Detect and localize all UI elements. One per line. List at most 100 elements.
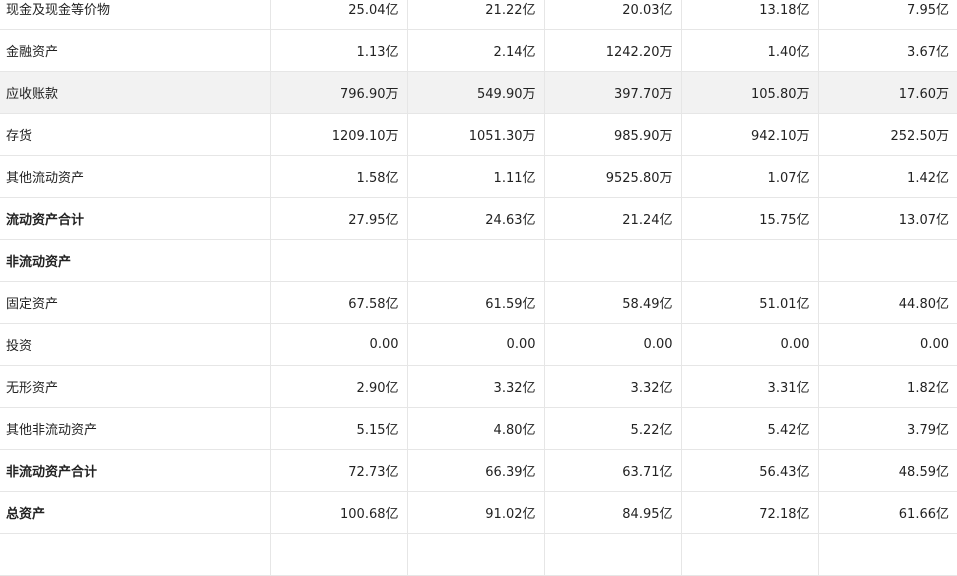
value-cell: 1.40亿 [680,29,818,72]
value-cell: 17.60万 [817,71,957,114]
value-cell: 27.95亿 [269,197,407,240]
value-cell: 1.11亿 [406,155,544,198]
value-cell: 21.22亿 [406,0,544,30]
value-cell: 91.02亿 [406,491,544,534]
value-cell: 67.58亿 [269,281,407,324]
value-cell: 3.32亿 [406,365,544,408]
table-row[interactable]: 总资产 100.68亿 91.02亿 84.95亿 72.18亿 61.66亿 [0,491,957,534]
value-cell [817,239,957,282]
row-label: 非流动资产合计 [0,449,270,492]
value-cell: 0.00 [680,323,818,366]
row-label: 现金及现金等价物 [0,0,270,30]
value-cell: 5.22亿 [543,407,681,450]
table-row[interactable]: 其他流动资产 1.58亿 1.11亿 9525.80万 1.07亿 1.42亿 [0,155,957,198]
value-cell: 5.15亿 [269,407,407,450]
value-cell: 105.80万 [680,71,818,114]
value-cell: 13.07亿 [817,197,957,240]
value-cell [269,533,407,576]
value-cell: 61.59亿 [406,281,544,324]
value-cell: 1.42亿 [817,155,957,198]
row-label: 流动资产合计 [0,197,270,240]
value-cell: 100.68亿 [269,491,407,534]
row-label: 其他非流动资产 [0,407,270,450]
value-cell: 13.18亿 [680,0,818,30]
value-cell: 3.31亿 [680,365,818,408]
value-cell: 796.90万 [269,71,407,114]
value-cell: 1.07亿 [680,155,818,198]
table-row[interactable]: 存货 1209.10万 1051.30万 985.90万 942.10万 252.50万 [0,113,957,156]
value-cell: 0.00 [543,323,681,366]
value-cell: 25.04亿 [269,0,407,30]
value-cell: 15.75亿 [680,197,818,240]
value-cell: 72.18亿 [680,491,818,534]
value-cell: 549.90万 [406,71,544,114]
value-cell: 0.00 [269,323,407,366]
value-cell: 5.42亿 [680,407,818,450]
value-cell [543,239,681,282]
value-cell: 4.80亿 [406,407,544,450]
value-cell: 397.70万 [543,71,681,114]
value-cell: 985.90万 [543,113,681,156]
value-cell: 1051.30万 [406,113,544,156]
row-label: 金融资产 [0,29,270,72]
value-cell: 3.79亿 [817,407,957,450]
value-cell: 51.01亿 [680,281,818,324]
value-cell: 66.39亿 [406,449,544,492]
table-row[interactable]: 其他非流动资产 5.15亿 4.80亿 5.22亿 5.42亿 3.79亿 [0,407,957,450]
row-label: 总资产 [0,491,270,534]
row-label: 应收账款 [0,71,270,114]
value-cell: 2.90亿 [269,365,407,408]
row-label: 其他流动资产 [0,155,270,198]
value-cell [817,533,957,576]
value-cell [269,239,407,282]
row-label: 存货 [0,113,270,156]
value-cell [680,533,818,576]
row-label: 固定资产 [0,281,270,324]
value-cell [406,533,544,576]
table-row[interactable]: 投资 0.00 0.00 0.00 0.00 0.00 [0,323,957,366]
value-cell: 3.67亿 [817,29,957,72]
value-cell: 72.73亿 [269,449,407,492]
table-row[interactable]: 无形资产 2.90亿 3.32亿 3.32亿 3.31亿 1.82亿 [0,365,957,408]
value-cell: 61.66亿 [817,491,957,534]
row-label: 投资 [0,323,270,366]
value-cell: 44.80亿 [817,281,957,324]
table-row[interactable] [0,533,957,576]
table-row[interactable]: 现金及现金等价物 25.04亿 21.22亿 20.03亿 13.18亿 7.95亿 [0,0,957,30]
value-cell: 56.43亿 [680,449,818,492]
value-cell: 252.50万 [817,113,957,156]
value-cell [406,239,544,282]
value-cell: 48.59亿 [817,449,957,492]
value-cell: 24.63亿 [406,197,544,240]
value-cell [543,533,681,576]
table-row[interactable]: 固定资产 67.58亿 61.59亿 58.49亿 51.01亿 44.80亿 [0,281,957,324]
value-cell: 0.00 [406,323,544,366]
value-cell: 9525.80万 [543,155,681,198]
value-cell: 20.03亿 [543,0,681,30]
value-cell: 84.95亿 [543,491,681,534]
value-cell: 942.10万 [680,113,818,156]
row-label: 无形资产 [0,365,270,408]
table-row[interactable]: 金融资产 1.13亿 2.14亿 1242.20万 1.40亿 3.67亿 [0,29,957,72]
value-cell: 7.95亿 [817,0,957,30]
value-cell: 1.82亿 [817,365,957,408]
value-cell: 0.00 [817,323,957,366]
value-cell: 3.32亿 [543,365,681,408]
table-row[interactable]: 非流动资产合计 72.73亿 66.39亿 63.71亿 56.43亿 48.59亿 [0,449,957,492]
row-label [0,533,270,576]
row-label: 非流动资产 [0,239,270,282]
value-cell: 1.58亿 [269,155,407,198]
table-row[interactable]: 应收账款 796.90万 549.90万 397.70万 105.80万 17.60万 [0,71,957,114]
value-cell: 1209.10万 [269,113,407,156]
table-row[interactable]: 流动资产合计 27.95亿 24.63亿 21.24亿 15.75亿 13.07亿 [0,197,957,240]
table-row[interactable]: 非流动资产 [0,239,957,282]
value-cell: 2.14亿 [406,29,544,72]
value-cell: 1.13亿 [269,29,407,72]
value-cell [680,239,818,282]
value-cell: 1242.20万 [543,29,681,72]
value-cell: 21.24亿 [543,197,681,240]
value-cell: 58.49亿 [543,281,681,324]
value-cell: 63.71亿 [543,449,681,492]
